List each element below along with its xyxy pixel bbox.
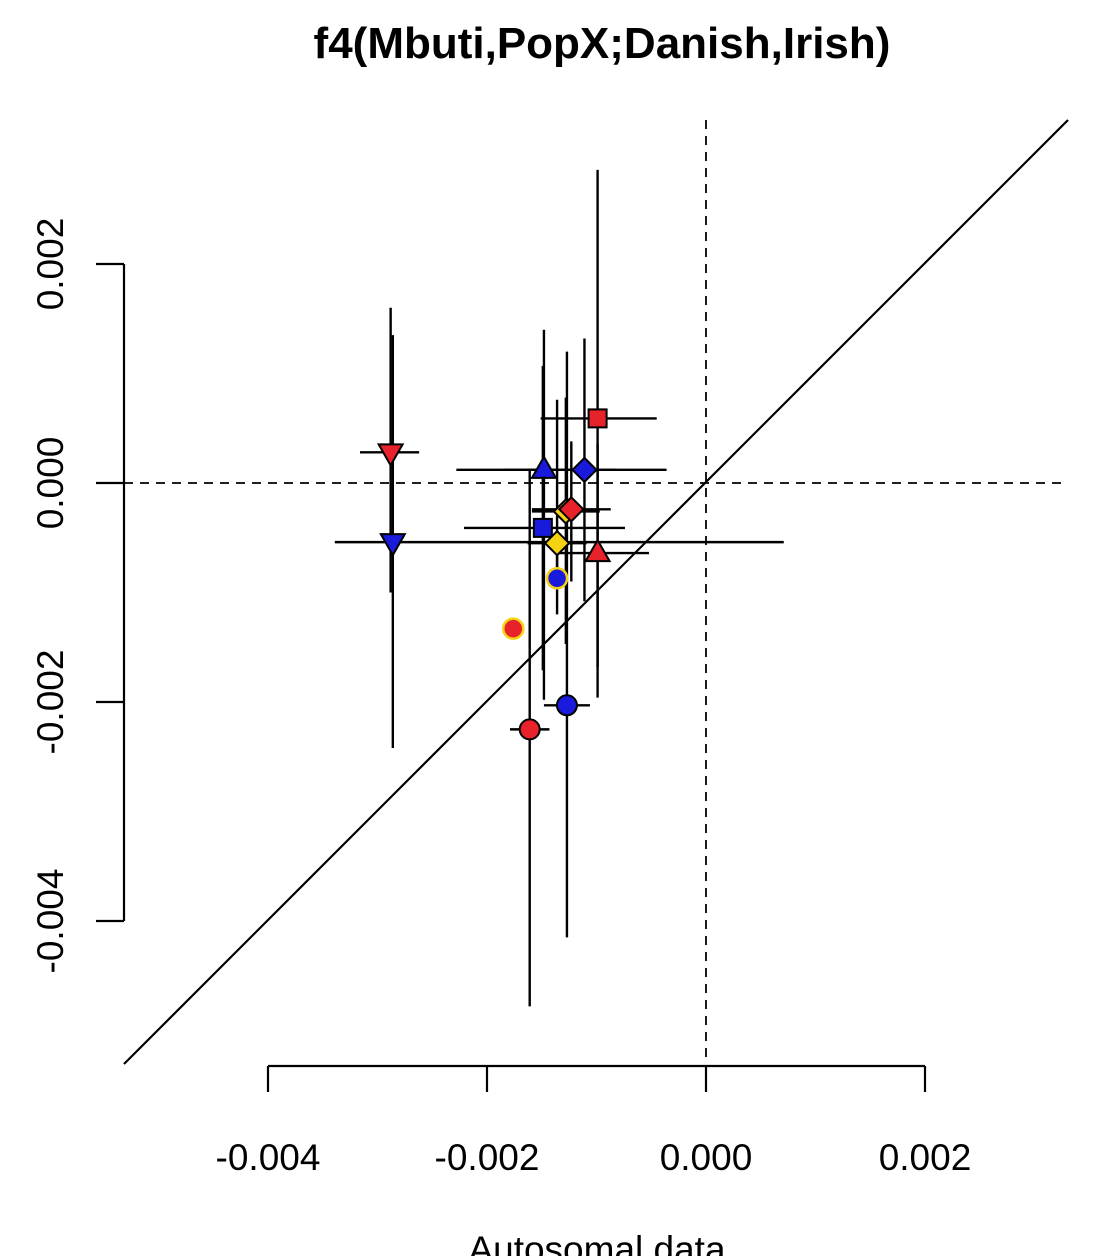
- point-4-blue-diamond: [571, 456, 598, 484]
- point-2-blue-triangle-down: [379, 533, 407, 558]
- x-tick-label-1: -0.004: [216, 1137, 321, 1178]
- data-points: [376, 408, 612, 741]
- point-5-red-square: [587, 408, 608, 429]
- x-tick-label-4: 0.002: [879, 1137, 972, 1178]
- point-9-yellow-diamond: [543, 529, 571, 557]
- point-12-red-circle: [502, 617, 525, 640]
- x-tick-label-3: 0.000: [660, 1137, 753, 1178]
- point-11-blue-circle: [545, 567, 569, 590]
- point-7-red-diamond: [557, 495, 585, 523]
- y-tick-label-4: 0.002: [30, 218, 71, 311]
- point-13-blue-circle: [555, 694, 578, 717]
- point-3-blue-triangle-up: [530, 454, 558, 479]
- reference-lines: [123, 119, 1069, 1065]
- y-axis: -0.004 -0.002 0.000 0.002: [30, 218, 126, 974]
- y-tick-label-3: 0.000: [30, 437, 71, 530]
- x-tick-label-2: -0.002: [435, 1137, 540, 1178]
- x-axis-label: Autosomal data: [468, 1229, 726, 1256]
- y-tick-label-2: -0.002: [30, 650, 71, 755]
- point-8-blue-square: [532, 517, 553, 538]
- y-tick-label-1: -0.004: [30, 869, 71, 974]
- point-1-red-triangle-down: [376, 443, 405, 468]
- x-axis: -0.004 -0.002 0.000 0.002: [216, 1064, 972, 1178]
- diagonal-reference-line: [123, 119, 1069, 1065]
- chart-title: f4(Mbuti,PopX;Danish,Irish): [314, 19, 891, 68]
- point-10-red-triangle-up: [583, 538, 612, 563]
- point-14-red-circle: [518, 718, 541, 741]
